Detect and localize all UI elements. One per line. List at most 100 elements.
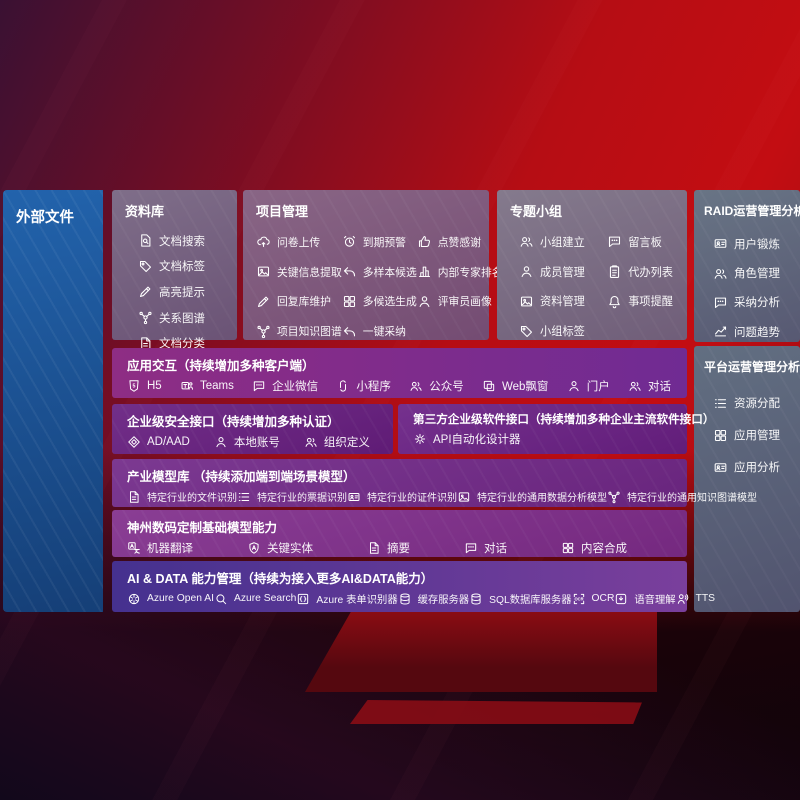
- feature-item: 多样本候选: [342, 257, 417, 287]
- speech-understanding-icon: [614, 592, 628, 606]
- thirdparty-interface-row: 第三方企业级软件接口（持续增加多种企业主流软件接口） API自动化设计器: [398, 404, 714, 454]
- feature-label: 角色管理: [734, 268, 780, 281]
- relation-graph-icon: [138, 310, 153, 325]
- feature-item: 缓存服务器: [398, 591, 469, 606]
- platform-list: 资源分配应用管理应用分析: [694, 375, 800, 483]
- feature-item: 点赞感谢: [417, 227, 503, 257]
- feature-item: 资料管理: [519, 287, 585, 317]
- feature-item: 应用分析: [713, 451, 800, 483]
- feature-item: 回复库维护: [256, 287, 342, 317]
- feature-item: 特定行业的票据识别: [237, 489, 347, 504]
- feature-label: 资源分配: [734, 398, 780, 410]
- industry-model-library-row: 产业模型库 （持续添加端到端场景模型） 特定行业的文件识别 特定行业的票据识别 特定…: [112, 459, 757, 507]
- feature-item: 到期预警: [342, 227, 417, 257]
- feature-item: 事项提醒: [607, 287, 673, 317]
- feature-item: 企业微信: [252, 378, 318, 394]
- feature-label: 关键实体: [267, 543, 313, 555]
- aidata-row-title: AI & DATA 能力管理（持续为接入更多AI&DATA能力）: [127, 572, 434, 586]
- feature-item: Azure Open AI: [127, 592, 214, 606]
- feature-item: API自动化设计器: [413, 431, 521, 447]
- sidebar-item: [18, 574, 103, 616]
- feature-item: AD/AAD: [127, 435, 190, 449]
- web-window-icon: [482, 379, 496, 393]
- feature-label: 项目知识图谱: [277, 326, 342, 339]
- feature-label: 对话: [484, 543, 507, 555]
- feature-label: 特定行业的文件识别: [147, 493, 237, 504]
- feature-item: 语音理解: [614, 591, 676, 606]
- groups-col1: 小组建立 成员管理 资料管理 小组标签: [519, 227, 585, 346]
- cloud-upload-icon: [256, 234, 271, 249]
- feature-label: 特定行业的通用数据分析模型: [477, 493, 607, 504]
- feature-label: 采纳分析: [734, 297, 780, 310]
- sidebar-item: [18, 320, 103, 362]
- feature-item: 内容合成: [561, 540, 627, 556]
- feature-label: 文档分类: [159, 338, 205, 351]
- feature-item: 一键采纳: [342, 316, 417, 346]
- base-model-capability-row: 神州数码定制基础模型能力 机器翻译 关键实体 摘要 对话 内容合成: [112, 510, 687, 557]
- doc-search-icon: [138, 233, 153, 248]
- feature-item: 特定行业的通用知识图谱模型: [607, 489, 757, 504]
- feature-label: 评审员画像: [437, 296, 492, 309]
- feature-label: Azure Search: [233, 593, 297, 604]
- knowledge-graph-model-icon: [607, 490, 621, 504]
- feature-label: 关系图谱: [159, 312, 205, 325]
- feature-label: 语音理解: [634, 595, 676, 606]
- feature-label: 特定行业的通用知识图谱模型: [627, 493, 757, 504]
- content-compose-icon: [561, 541, 575, 555]
- feature-item: 文档标签: [138, 254, 237, 280]
- feature-label: 资料管理: [540, 296, 585, 309]
- form-recognizer-icon: [296, 592, 310, 606]
- feature-item: H5: [127, 379, 162, 393]
- feature-label: 机器翻译: [147, 543, 193, 555]
- feature-label: 代办列表: [628, 266, 673, 279]
- resource-allocation-icon: [713, 396, 728, 411]
- app-interaction-row: 应用交互（持续增加多种客户端） H5 Teams 企业微信 小程序 公众号 Web飘窗 门户…: [112, 348, 687, 398]
- groups-columns: 小组建立 成员管理 资料管理 小组标签 留言板 代办列表 事项提醒: [497, 220, 687, 346]
- feature-label: 回复库维护: [277, 296, 331, 309]
- feature-label: 应用管理: [734, 430, 780, 442]
- knowledge-graph-icon: [256, 324, 271, 339]
- feature-item: 关键实体: [247, 540, 313, 556]
- feature-label: 多候选生成: [362, 296, 417, 309]
- group-create-icon: [519, 234, 534, 249]
- feature-item: 资源分配: [713, 387, 800, 419]
- invoice-recognition-icon: [237, 490, 251, 504]
- sidebar-item: [18, 532, 103, 574]
- project-col2: 到期预警多样本候选多候选生成一键采纳: [342, 227, 417, 346]
- feature-label: 缓存服务器: [417, 595, 470, 606]
- alarm-icon: [342, 234, 357, 249]
- key-entity-icon: [247, 541, 261, 555]
- feature-item: 成员管理: [519, 257, 585, 287]
- feature-item: 评审员画像: [417, 287, 503, 317]
- feature-item: 门户: [567, 378, 610, 394]
- feature-item: 特定行业的证件识别: [347, 489, 457, 504]
- org-define-icon: [304, 435, 318, 449]
- security-row-title: 企业级安全接口（持续增加多种认证）: [127, 415, 340, 429]
- sql-database-icon: [469, 592, 483, 606]
- feature-item: 问卷上传: [256, 227, 342, 257]
- todo-list-icon: [607, 264, 622, 279]
- feature-label: 企业微信: [272, 381, 319, 393]
- feature-label: 事项提醒: [628, 296, 673, 309]
- dialog-icon: [628, 379, 642, 393]
- ocr-icon: [572, 592, 586, 606]
- feature-label: AD/AAD: [147, 436, 190, 448]
- local-account-icon: [214, 435, 228, 449]
- feature-label: SQL数据库服务器: [489, 595, 572, 606]
- ai-data-capability-row: AI & DATA 能力管理（持续为接入更多AI&DATA能力） Azure O…: [112, 561, 715, 612]
- feature-item: TTS: [676, 592, 715, 606]
- feature-item: 项目知识图谱: [256, 316, 342, 346]
- one-click-adopt-icon: [342, 324, 357, 339]
- feature-item: 关键信息提取: [256, 257, 342, 287]
- reply-edit-icon: [256, 294, 271, 309]
- feature-label: 到期预警: [362, 236, 406, 249]
- feature-item: 留言板: [607, 227, 673, 257]
- project-col3: 点赞感谢 内部专家排名 评审员画像: [417, 227, 503, 346]
- special-groups-panel: 专题小组 小组建立 成员管理 资料管理 小组标签 留言板 代办列表 事项提醒: [497, 190, 687, 340]
- feature-item: 特定行业的文件识别: [127, 489, 237, 504]
- feature-item: 文档分类: [138, 330, 237, 356]
- multi-sample-icon: [342, 264, 357, 279]
- member-manage-icon: [519, 264, 534, 279]
- enterprise-security-row: 企业级安全接口（持续增加多种认证） AD/AAD 本地账号 组织定义: [112, 404, 393, 454]
- thirdparty-items: API自动化设计器: [398, 427, 687, 447]
